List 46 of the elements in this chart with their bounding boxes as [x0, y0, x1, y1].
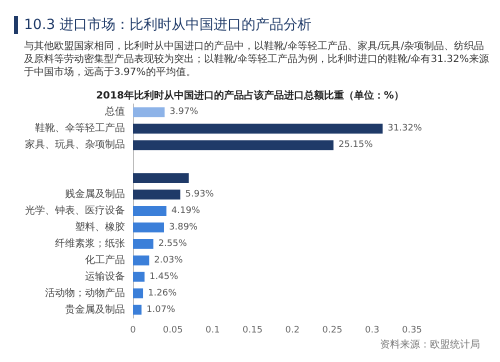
bar — [133, 255, 150, 266]
data-label: 25.15% — [338, 140, 374, 150]
bar — [133, 304, 142, 315]
text: 10.3 进口市场：比利时从中国进口的产品分析 — [24, 17, 312, 33]
data-label: 1.26% — [148, 288, 178, 298]
bar — [133, 124, 383, 134]
y-tick-label: 活动物；动物产品 — [45, 286, 125, 299]
text: 与其他欧盟国家相同，比利时从中国进口的产品中，以鞋靴/伞等轻工产品、家具/玩具/杂项制品、纺织品及原料等劳动密集型产品表现较为突出；以鞋靴/伞等轻工产品为例，比利时进口的鞋靴/伞有31.32%来源于中国市场，远高于3.97%的平均值。 — [24, 40, 489, 78]
bar — [133, 190, 180, 200]
bar — [133, 140, 334, 150]
y-tick-label: 家具、玩具、杂项制品 — [25, 138, 125, 151]
text: 资料来源：欧盟统计局 — [380, 338, 480, 350]
data-label: 5.93% — [185, 190, 214, 200]
x-tick-label: 0.25 — [322, 326, 342, 336]
data-label: 3.89% — [169, 222, 198, 232]
x-tick-label: 0.05 — [162, 326, 183, 336]
y-tick-label: 纤维素浆；纸张 — [55, 237, 125, 250]
x-tick-label: 0.15 — [242, 326, 263, 336]
bar — [133, 107, 165, 118]
y-tick-label: 总值 — [104, 106, 125, 118]
bar — [133, 238, 154, 249]
x-tick-label: 0.2 — [285, 326, 300, 336]
bar — [133, 173, 189, 184]
y-tick-label: 鞋靴、伞等轻工产品 — [35, 122, 125, 134]
bar — [133, 206, 166, 216]
y-tick-label: 贵金属及制品 — [65, 303, 125, 316]
data-label: 3.97% — [170, 107, 199, 118]
data-label: 2.03% — [154, 255, 184, 266]
x-tick-label: 0.3 — [364, 326, 380, 336]
x-tick-label: 0.1 — [206, 326, 220, 336]
y-tick-label: 贱金属及制品 — [65, 188, 125, 200]
bar — [133, 272, 145, 282]
data-label: 1.45% — [150, 272, 179, 282]
data-label: 1.07% — [146, 304, 176, 315]
chart-title: 2018年比利时从中国进口的产品占该产品进口总额比重（单位：%） — [96, 90, 404, 102]
data-label: 2.55% — [158, 238, 188, 249]
y-tick-label: 运输设备 — [85, 270, 125, 282]
y-tick-label: 光学、钟表、医疗设备 — [25, 204, 125, 216]
bar — [133, 222, 164, 232]
bar — [133, 288, 144, 298]
x-tick-label: 0.35 — [402, 326, 422, 336]
y-tick-label: 塑料、橡胶 — [75, 220, 125, 233]
data-label: 31.32% — [388, 124, 422, 134]
x-tick-label: 0 — [130, 326, 136, 336]
data-label: 4.19% — [171, 206, 200, 216]
y-tick-label: 化工产品 — [85, 254, 125, 266]
